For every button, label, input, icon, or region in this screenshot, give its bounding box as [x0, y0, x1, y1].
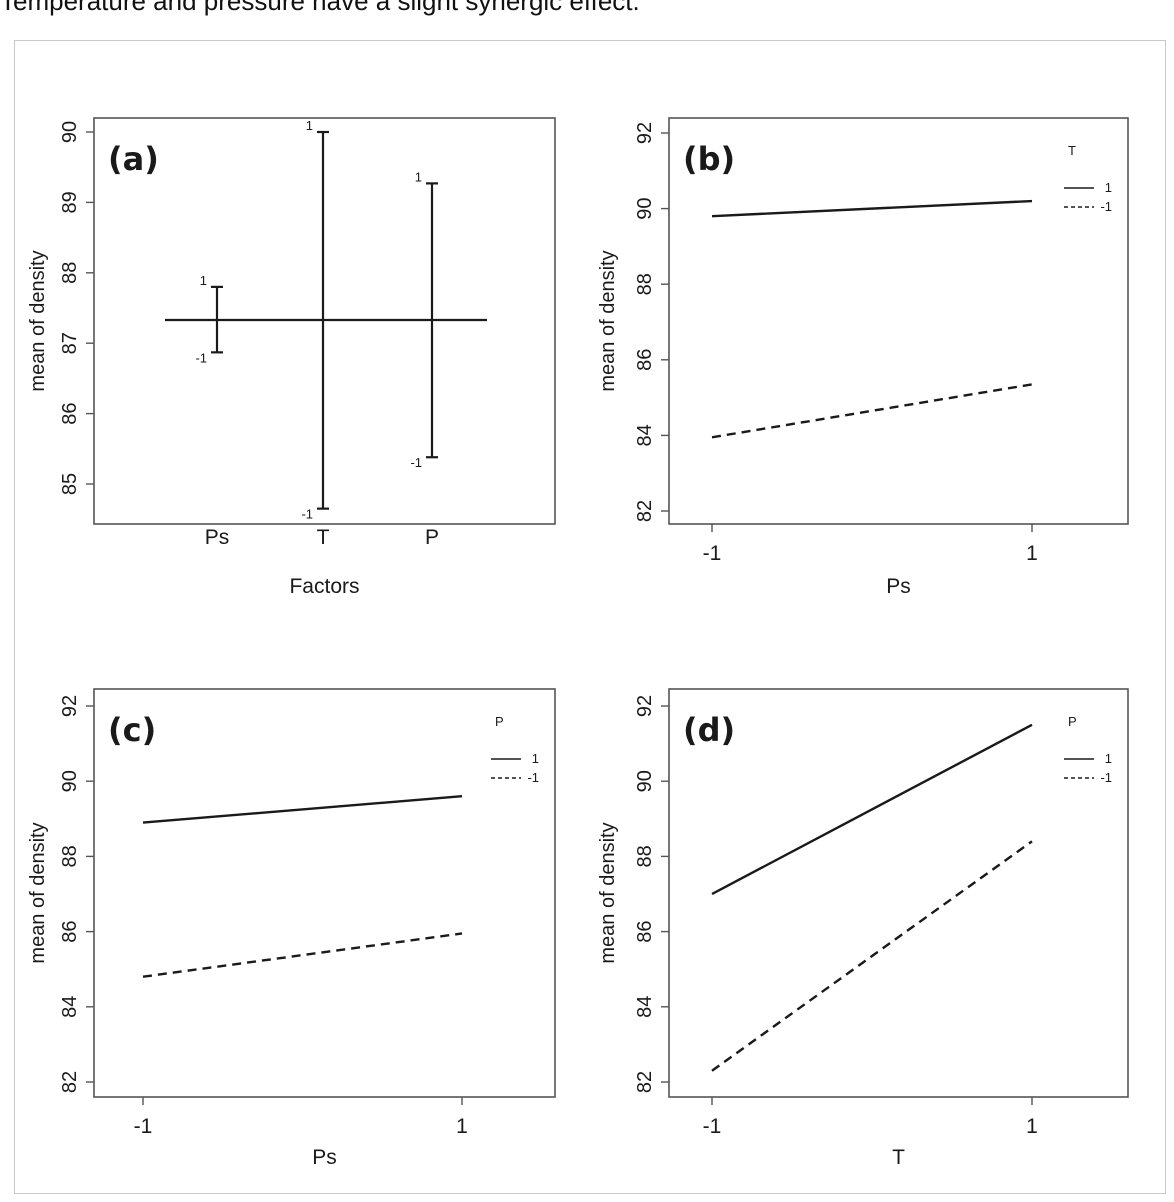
- y-axis-title: mean of density: [27, 250, 49, 391]
- legend-title: P: [1068, 714, 1077, 729]
- panel-label: (c): [108, 711, 156, 749]
- figure-caption: Temperature and pressure have a slight s…: [0, 0, 640, 16]
- panel-label: (b): [683, 140, 735, 178]
- series-line-plus1: [142, 795, 463, 824]
- y-tick-label: 90: [634, 770, 656, 792]
- y-tick-label: 86: [634, 920, 656, 942]
- y-axis-title: mean of density: [597, 250, 619, 391]
- x-tick-label: -1: [703, 542, 722, 565]
- x-tick-label: T: [317, 526, 330, 549]
- series-line-plus1: [711, 723, 1033, 896]
- y-tick-label: 82: [59, 1071, 81, 1093]
- y-axis-title: mean of density: [597, 822, 619, 963]
- y-tick-label: 90: [59, 770, 81, 792]
- legend-entry-label: -1: [527, 770, 539, 785]
- y-tick-label: 92: [59, 695, 81, 717]
- legend-entry-label: 1: [1105, 751, 1112, 766]
- plot-frame: [668, 688, 1129, 1098]
- y-tick-label: 88: [59, 262, 81, 284]
- legend-entry-label: -1: [1100, 199, 1112, 214]
- y-tick-label: 88: [59, 845, 81, 867]
- x-tick-label: Ps: [205, 526, 230, 549]
- chart-panel-d: (d) 82 84 86 88 90 92 mean of density T -1 1 P 1 -1: [597, 688, 1129, 1169]
- chart-panel-b: (b) 82 84 86 88 90 92 mean of density Ps -1 1 T 1 -1: [597, 117, 1129, 598]
- y-tick-label: 86: [59, 402, 81, 424]
- range-label-low: -1: [410, 455, 422, 470]
- legend-entry-label: 1: [1105, 180, 1112, 195]
- y-axis-title: mean of density: [27, 822, 49, 963]
- range-label-high: 1: [200, 273, 207, 288]
- y-tick-label: 84: [634, 996, 656, 1018]
- x-tick-label: -1: [703, 1115, 722, 1138]
- y-tick-label: 87: [59, 332, 81, 354]
- legend-entry-label: 1: [532, 751, 539, 766]
- y-tick-label: 92: [634, 695, 656, 717]
- panel-label: (d): [683, 711, 735, 749]
- x-tick-label: P: [425, 526, 439, 549]
- plot-frame: [93, 117, 556, 525]
- y-tick-label: 90: [634, 197, 656, 219]
- y-tick-label: 88: [634, 273, 656, 295]
- legend-title: T: [1068, 143, 1076, 158]
- figure-frame: [14, 40, 1166, 1194]
- range-label-high: 1: [306, 118, 313, 133]
- range-label-high: 1: [415, 169, 422, 184]
- y-tick-label: 82: [634, 1071, 656, 1093]
- y-tick-label: 85: [59, 473, 81, 495]
- series-line-minus1: [711, 383, 1033, 439]
- x-tick-label: 1: [1026, 542, 1038, 565]
- y-tick-label: 84: [59, 996, 81, 1018]
- chart-panel-a: (a) 85 86 87 88 89 90 mean of density Factors Ps T…: [27, 117, 556, 598]
- y-tick-label: 89: [59, 191, 81, 213]
- plot-frame: [93, 688, 556, 1098]
- x-tick-label: -1: [134, 1115, 153, 1138]
- y-tick-label: 86: [59, 920, 81, 942]
- plot-frame: [668, 117, 1129, 525]
- series-line-minus1: [711, 840, 1033, 1072]
- y-tick-label: 92: [634, 122, 656, 144]
- x-tick-label: 1: [456, 1115, 468, 1138]
- x-axis-title: Ps: [312, 1146, 337, 1169]
- x-axis-title: Ps: [886, 575, 911, 598]
- range-label-low: -1: [195, 350, 207, 365]
- legend-title: P: [495, 714, 504, 729]
- series-line-minus1: [142, 932, 463, 978]
- y-tick-label: 88: [634, 845, 656, 867]
- y-tick-label: 86: [634, 349, 656, 371]
- y-tick-label: 84: [634, 424, 656, 446]
- y-tick-label: 90: [59, 121, 81, 143]
- range-label-low: -1: [301, 507, 313, 522]
- legend-entry-label: -1: [1100, 770, 1112, 785]
- x-axis-title: Factors: [289, 575, 359, 598]
- x-axis-title: T: [892, 1146, 905, 1169]
- panel-label: (a): [108, 140, 159, 178]
- y-tick-label: 82: [634, 500, 656, 522]
- x-tick-label: 1: [1026, 1115, 1038, 1138]
- series-line-plus1: [711, 199, 1033, 218]
- chart-panel-c: (c) 82 84 86 88 90 92 mean of density Ps -1 1 P 1 -1: [27, 688, 556, 1169]
